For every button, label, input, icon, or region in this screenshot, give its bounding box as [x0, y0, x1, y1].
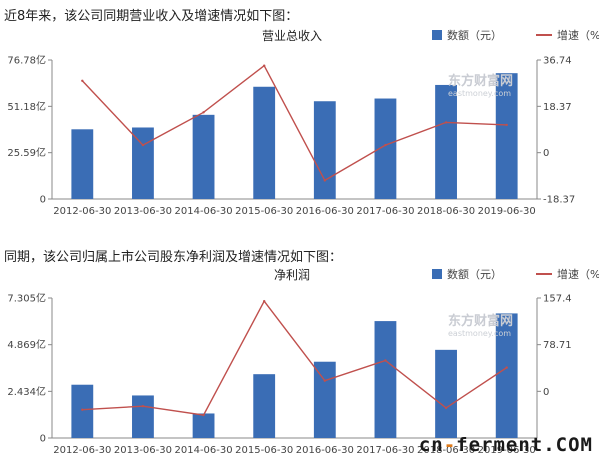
section-heading-revenue: 近8年来，该公司同期营业收入及增速情况如下图： [4, 9, 299, 24]
growth-point [141, 143, 145, 147]
growth-point [202, 413, 205, 417]
legend-bar-label: 数额（元） [447, 29, 502, 42]
bar [374, 98, 397, 199]
legend-line-label: 增速（%） [557, 29, 599, 42]
right-tick-label: 0 [543, 148, 549, 159]
bar [71, 129, 94, 199]
legend-line-label: 增速（%） [557, 268, 599, 281]
growth-point [81, 408, 84, 411]
left-tick-label: 25.59亿 [7, 146, 46, 159]
chart-title-profit: 净利润 [274, 268, 311, 282]
growth-line [82, 299, 508, 416]
growth-point [262, 64, 266, 67]
growth-point [384, 359, 387, 362]
bar [192, 114, 215, 199]
left-tick-label: 0 [40, 195, 46, 206]
right-tick-label: 18.37 [543, 102, 572, 113]
growth-point [505, 366, 508, 369]
revenue-chart: 0 25.59亿 51.18亿 76.78亿 -18.37 0 18.37 36.74 2012… [7, 54, 575, 218]
x-tick-label: 2014-06-30 [175, 206, 233, 217]
x-tick-label: 2013-06-30 [114, 445, 172, 456]
legend-bar-swatch [432, 30, 442, 40]
left-tick-label: 0 [40, 434, 46, 445]
watermark-revenue: 东方财富网 eastmoney.com [448, 74, 514, 98]
profit-chart: 0 2.434亿 4.869亿 7.305亿 0 78.71 157.4 2012-06-30… [7, 292, 572, 457]
growth-point [323, 379, 327, 382]
chart-title-revenue: 营业总收入 [262, 29, 323, 43]
bar [71, 384, 94, 438]
bar [192, 413, 215, 438]
legend-bar-swatch [432, 269, 442, 279]
left-tick-label: 76.78亿 [7, 54, 46, 67]
x-tick-label: 2015-06-30 [235, 206, 293, 217]
legend-profit: 数额（元） 增速（%） [432, 266, 599, 282]
growth-point [444, 406, 448, 410]
x-tick-label: 2016-06-30 [296, 206, 354, 217]
x-tick-label: 2012-06-30 [53, 445, 111, 456]
bar [253, 86, 276, 199]
x-tick-label: 2017-06-30 [356, 206, 414, 217]
bar [253, 374, 276, 438]
left-tick-label: 7.305亿 [7, 292, 46, 305]
bar [495, 313, 518, 438]
section-heading-profit: 同期，该公司归属上市公司股东净利润及增速情况如下图： [4, 250, 343, 265]
legend-revenue: 数额（元） 增速（%） [432, 27, 599, 43]
right-tick-label: 36.74 [543, 56, 572, 67]
growth-point [505, 123, 508, 127]
x-tick-label: 2017-06-30 [356, 445, 414, 456]
right-tick-label: 157.4 [543, 294, 572, 305]
growth-point [81, 79, 84, 82]
growth-point [141, 404, 145, 408]
x-tick-label: 2018-06-30 [417, 206, 475, 217]
bar [313, 101, 336, 199]
legend-line-swatch [536, 34, 552, 36]
right-tick-label: 0 [543, 387, 549, 398]
legend-line-swatch [536, 273, 552, 275]
growth-line [81, 64, 507, 182]
bar [435, 84, 457, 199]
bar [132, 127, 154, 199]
legend-bar-label: 数额（元） [447, 268, 502, 281]
left-tick-label: 51.18亿 [7, 100, 46, 113]
x-tick-label: 2019-06-30 [478, 445, 536, 456]
bar [435, 349, 457, 438]
growth-point [262, 300, 266, 303]
growth-point [384, 143, 387, 147]
watermark-profit: 东方财富网 eastmoney.com [448, 314, 514, 338]
growth-point [323, 179, 327, 182]
x-tick-label: 2012-06-30 [53, 206, 111, 217]
x-tick-label: 2014-06-30 [175, 445, 233, 456]
x-tick-label: 2016-06-30 [296, 445, 354, 456]
site-logo: cn-ferment.COM [418, 434, 593, 456]
bar [495, 73, 518, 199]
bar [374, 321, 397, 438]
right-tick-label: -18.37 [543, 195, 575, 206]
left-tick-label: 2.434亿 [7, 385, 46, 398]
left-tick-label: 4.869亿 [7, 338, 46, 351]
x-tick-label: 2018-06-30 [417, 445, 475, 456]
x-tick-label: 2013-06-30 [114, 206, 172, 217]
bar [132, 395, 154, 438]
bar [313, 361, 336, 438]
right-tick-label: 78.71 [543, 340, 572, 351]
growth-point [202, 111, 205, 114]
growth-point [444, 121, 448, 124]
x-tick-label: 2015-06-30 [235, 445, 293, 456]
x-tick-label: 2019-06-30 [478, 206, 536, 217]
